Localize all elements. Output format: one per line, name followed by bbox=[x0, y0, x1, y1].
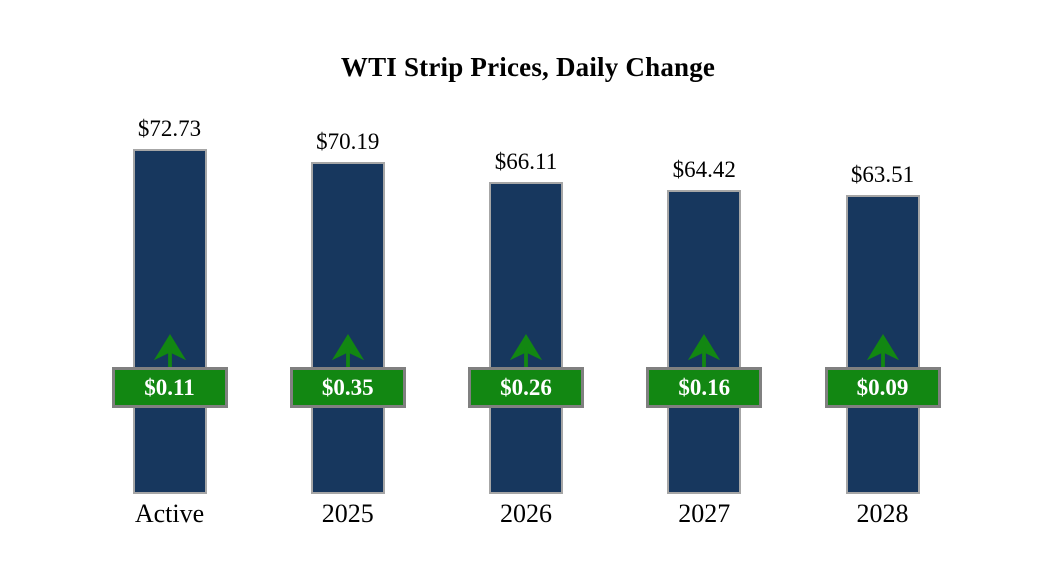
bar-group: $63.51 $0.09 2028 bbox=[818, 0, 948, 576]
bar-value-label: $63.51 bbox=[850, 162, 915, 187]
change-badge: $0.26 bbox=[468, 367, 584, 408]
change-value-label: $0.35 bbox=[321, 374, 374, 400]
bar-value-label: $70.19 bbox=[316, 129, 380, 154]
category-label: 2027 bbox=[678, 499, 731, 528]
category-label: 2026 bbox=[500, 499, 552, 528]
change-badge: $0.35 bbox=[289, 367, 406, 408]
up-arrow-icon bbox=[331, 334, 364, 367]
change-value-label: $0.11 bbox=[144, 374, 195, 400]
chart-title: WTI Strip Prices, Daily Change bbox=[340, 52, 716, 82]
bar-group: $66.11 $0.26 2026 bbox=[461, 0, 591, 576]
bar-value-label: $64.42 bbox=[672, 157, 736, 182]
bar bbox=[310, 162, 385, 494]
change-badge: $0.09 bbox=[824, 367, 941, 408]
up-arrow-icon bbox=[509, 334, 543, 367]
change-value-label: $0.09 bbox=[856, 374, 909, 400]
change-value-label: $0.26 bbox=[500, 374, 552, 400]
bar-group: $72.73 $0.11 Active bbox=[105, 0, 235, 576]
category-label: 2025 bbox=[321, 499, 374, 528]
bar-value-label: $72.73 bbox=[137, 116, 202, 141]
change-value-label: $0.16 bbox=[678, 374, 731, 400]
category-label: Active bbox=[134, 499, 205, 528]
bar-group: $64.42 $0.16 2027 bbox=[639, 0, 769, 576]
category-label: 2028 bbox=[856, 499, 909, 528]
change-badge: $0.11 bbox=[111, 367, 228, 408]
up-arrow-icon bbox=[153, 334, 186, 367]
up-arrow-icon bbox=[688, 334, 721, 367]
bar-group: $70.19 $0.35 2025 bbox=[283, 0, 413, 576]
change-badge: $0.16 bbox=[646, 367, 763, 408]
bar-value-label: $66.11 bbox=[494, 149, 558, 174]
bar bbox=[132, 149, 207, 494]
up-arrow-icon bbox=[866, 334, 899, 367]
